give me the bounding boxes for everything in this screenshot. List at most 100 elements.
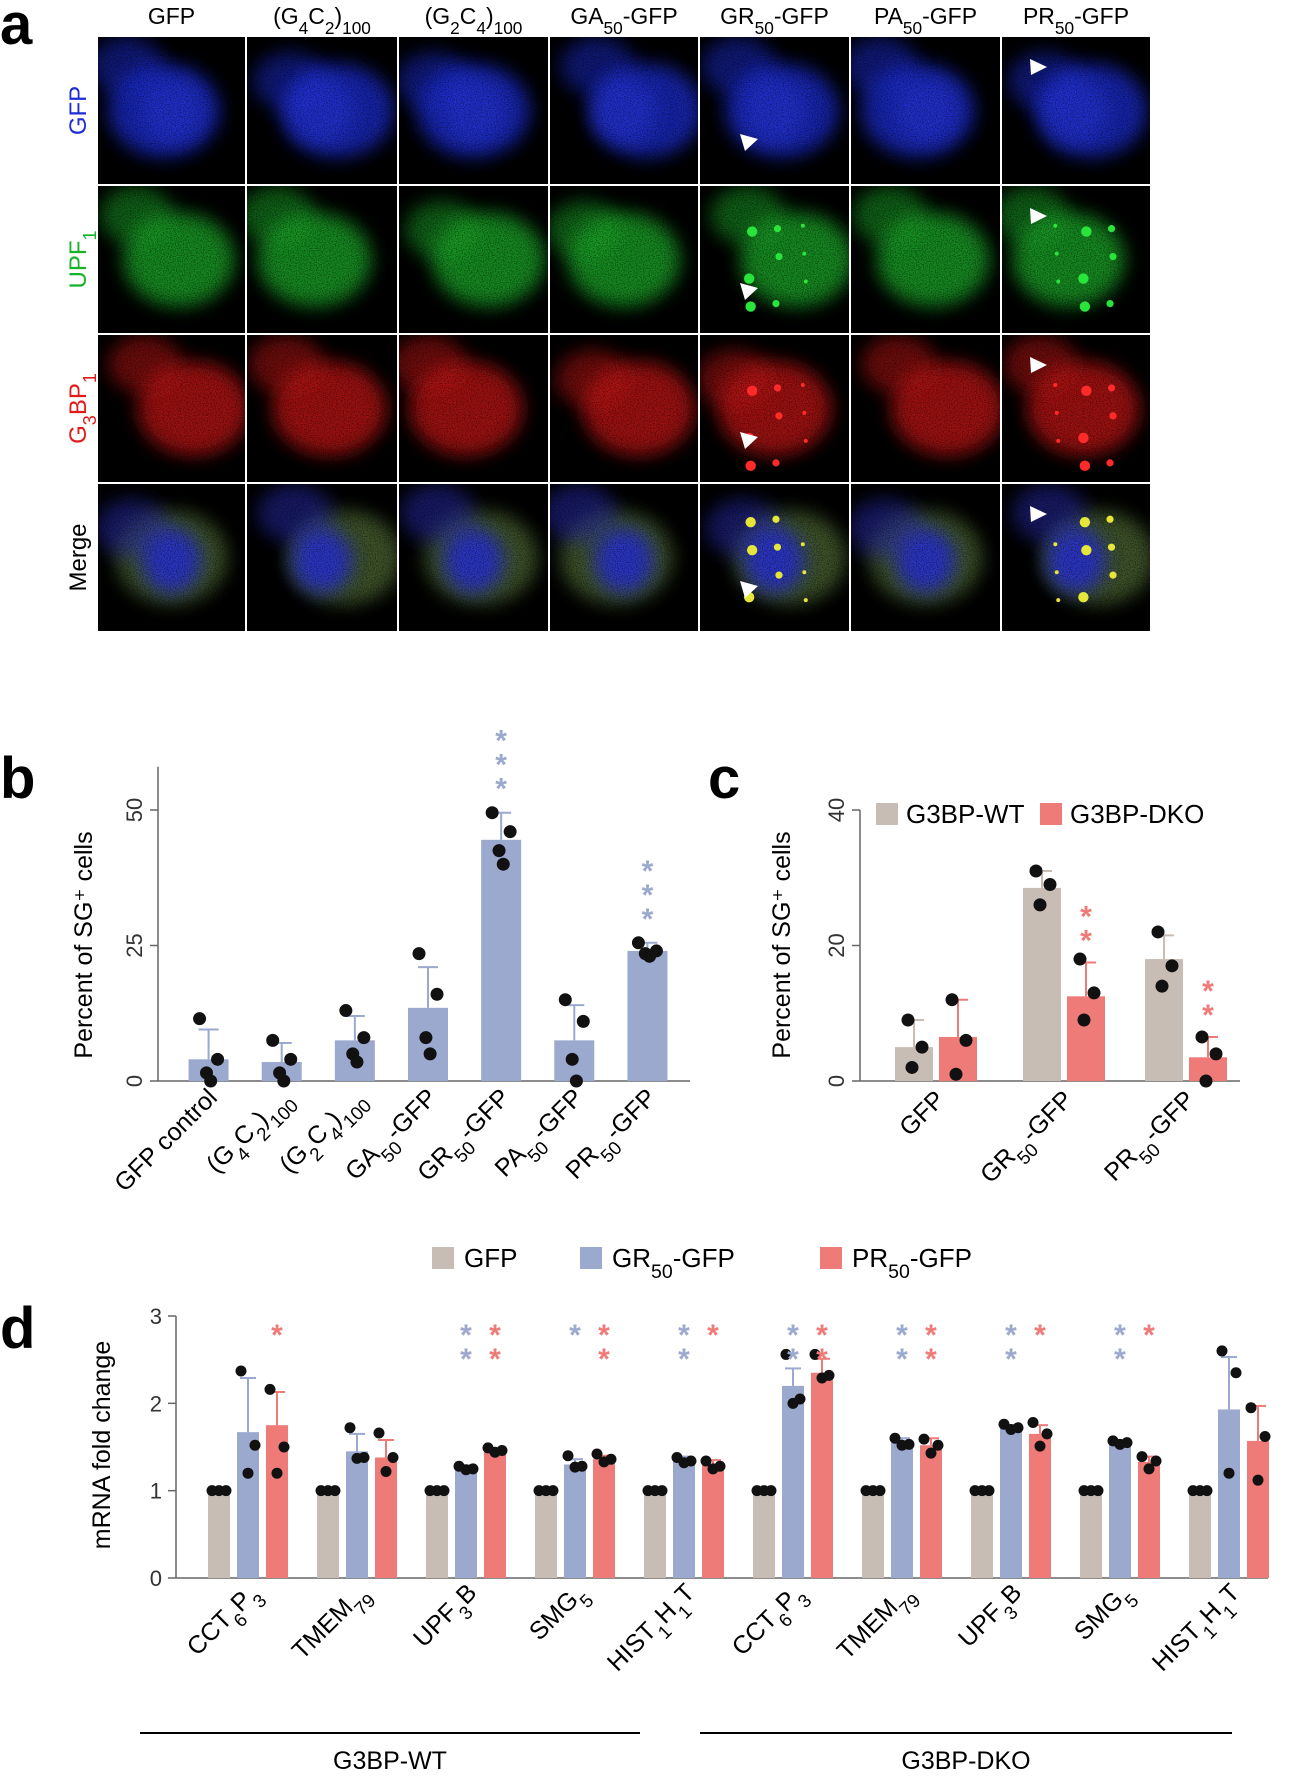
legend-swatch-gr50-gfp bbox=[580, 1247, 602, 1269]
data-point bbox=[503, 825, 517, 839]
significance-star: * bbox=[489, 1343, 501, 1376]
micrograph-cells bbox=[700, 335, 849, 482]
category-label-pr50-gfp: PR50-GFP bbox=[1099, 1085, 1206, 1192]
micrograph-texture bbox=[1002, 186, 1150, 333]
micrograph-cells bbox=[98, 37, 245, 184]
data-point bbox=[1209, 1047, 1223, 1061]
significance-star: * bbox=[1114, 1343, 1126, 1376]
stress-granule-punctum bbox=[746, 385, 758, 397]
y-tick-label: 0 bbox=[150, 1566, 162, 1591]
micrograph-upf1-pa50-gfp bbox=[851, 186, 1000, 333]
category-label-cct6p3: CCT6P3 bbox=[727, 1578, 816, 1667]
micrograph-texture bbox=[550, 484, 698, 631]
micrograph-gfp-gfp bbox=[98, 37, 245, 184]
category-label-hist1h1t: HIST1H1T bbox=[1147, 1578, 1251, 1682]
significance-star: * bbox=[642, 879, 654, 912]
data-point bbox=[1027, 1417, 1039, 1429]
y-tick-label: 2 bbox=[150, 1391, 162, 1416]
stress-granule-punctum bbox=[1078, 591, 1089, 603]
stress-granule-punctum bbox=[1107, 384, 1116, 392]
stress-granule-punctum bbox=[1109, 571, 1117, 579]
bar-pr50-gfp-upf3b bbox=[1029, 1433, 1051, 1578]
data-point bbox=[1043, 878, 1057, 892]
data-point bbox=[266, 1033, 280, 1047]
data-point bbox=[1029, 864, 1043, 878]
data-point bbox=[591, 1448, 603, 1460]
bar-g3bp-wt-pr50-gfp bbox=[1145, 959, 1183, 1081]
data-point bbox=[242, 1467, 254, 1479]
data-point bbox=[204, 1074, 218, 1088]
stress-granule-punctum bbox=[745, 301, 756, 312]
data-point bbox=[707, 1463, 719, 1475]
bar-pr50-gfp-smg5 bbox=[1138, 1461, 1160, 1578]
micrograph-gfp-g4c2-100 bbox=[247, 37, 397, 184]
data-point bbox=[496, 857, 510, 871]
stress-granule-punctum bbox=[775, 412, 783, 420]
panel-label-b: b bbox=[0, 746, 35, 811]
micrograph-cells bbox=[399, 484, 548, 631]
row-header-g3bp1: G3BP1 bbox=[65, 373, 100, 444]
data-point bbox=[678, 1457, 690, 1469]
data-point bbox=[278, 1441, 290, 1453]
y-tick-label: 25 bbox=[122, 933, 147, 957]
micrograph-merge-ga50-gfp bbox=[550, 484, 698, 631]
bar-gfp-smg5 bbox=[535, 1490, 557, 1578]
legend-label-pr50-gfp: PR50-GFP bbox=[852, 1243, 972, 1283]
bar-gfp-cct6p3 bbox=[208, 1490, 230, 1578]
data-point bbox=[1005, 1424, 1017, 1436]
data-point bbox=[565, 1052, 579, 1066]
micrograph-texture bbox=[1002, 37, 1150, 184]
bar-pr50-gfp-upf3b bbox=[484, 1450, 506, 1578]
data-point bbox=[889, 1432, 901, 1444]
micrograph-texture bbox=[247, 186, 397, 333]
bar-gr50-gfp-tmem79 bbox=[891, 1442, 913, 1578]
significance-star: * bbox=[678, 1319, 690, 1352]
bar-ga50-gfp bbox=[408, 1007, 448, 1081]
data-point bbox=[540, 1485, 552, 1497]
stress-granule-punctum bbox=[1106, 515, 1114, 523]
micrograph-texture bbox=[1002, 335, 1150, 482]
stress-granule-punctum bbox=[800, 223, 805, 228]
bar-gr50-gfp-hist1h1t bbox=[673, 1460, 695, 1578]
micrograph-texture bbox=[399, 484, 548, 631]
micrograph-cells bbox=[1002, 37, 1150, 184]
data-point bbox=[1245, 1402, 1257, 1414]
bar-pr50-gfp-hist1h1t bbox=[1247, 1440, 1269, 1578]
data-point bbox=[412, 947, 426, 961]
data-point bbox=[867, 1485, 879, 1497]
data-point bbox=[1155, 979, 1169, 993]
legend-swatch-gfp bbox=[432, 1247, 454, 1269]
significance-star: * bbox=[495, 749, 507, 782]
data-point bbox=[339, 1004, 353, 1018]
micrograph-merge-g2c4-100 bbox=[399, 484, 548, 631]
micrograph-upf1-pr50-gfp bbox=[1002, 186, 1150, 333]
micrograph-cells bbox=[399, 335, 548, 482]
column-header-pr50-gfp: PR50-GFP bbox=[1023, 3, 1129, 38]
bar-gr50-gfp-upf3b bbox=[455, 1467, 477, 1578]
micrograph-g3bp1-gr50-gfp bbox=[700, 335, 849, 482]
row-header-upf1: UPF1 bbox=[65, 230, 100, 288]
category-label-cct6p3: CCT6P3 bbox=[182, 1578, 271, 1667]
stress-granule-punctum bbox=[1079, 517, 1091, 528]
data-point bbox=[1195, 1030, 1209, 1044]
bar-gr50-gfp-smg5 bbox=[1109, 1442, 1131, 1578]
significance-star: * bbox=[598, 1343, 610, 1376]
data-point bbox=[351, 1452, 363, 1464]
data-point bbox=[905, 1060, 919, 1074]
arrowhead-marker bbox=[1030, 208, 1047, 224]
data-point bbox=[387, 1451, 399, 1463]
bar-gfp-cct6p3 bbox=[753, 1490, 775, 1578]
micrograph-texture bbox=[851, 484, 1000, 631]
data-point bbox=[576, 1014, 590, 1028]
significance-star: * bbox=[896, 1343, 908, 1376]
data-point bbox=[1087, 986, 1101, 1000]
micrograph-cells bbox=[399, 186, 548, 333]
stress-granule-punctum bbox=[1081, 226, 1092, 237]
legend-label-g3bp-dko: G3BP-DKO bbox=[1070, 799, 1204, 829]
stress-granule-punctum bbox=[800, 382, 805, 387]
data-point bbox=[1073, 952, 1087, 966]
micrograph-texture bbox=[98, 335, 245, 482]
category-label-smg5: SMG5 bbox=[524, 1578, 597, 1651]
significance-star: * bbox=[896, 1319, 908, 1352]
